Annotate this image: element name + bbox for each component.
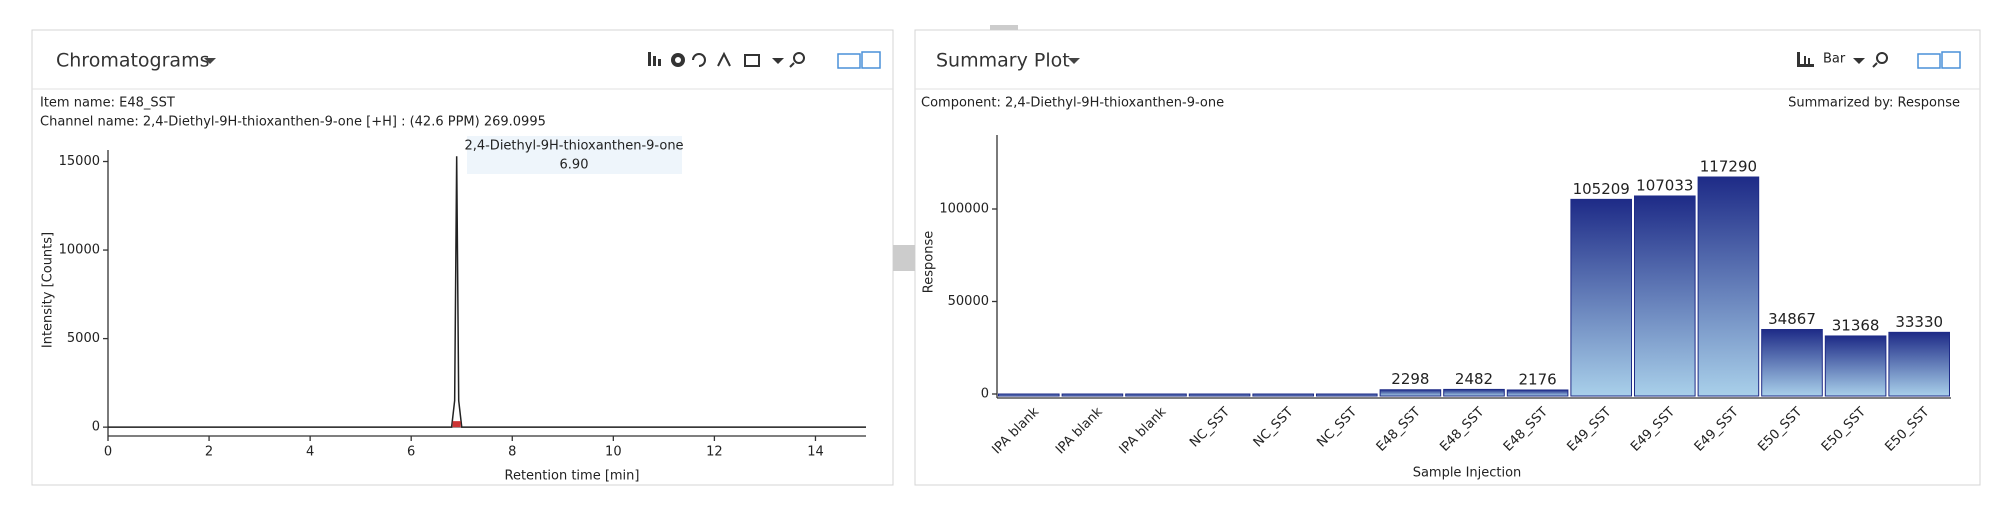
bar [1125,393,1187,397]
bar [1824,335,1887,397]
bar [1443,388,1505,397]
x-axis-label: Sample Injection [1413,466,1522,481]
bar [1761,328,1823,397]
x-tick-label: 10 [605,445,622,460]
value-label: 2482 [1455,370,1493,388]
y-axis-label: Intensity [Counts] [41,232,56,348]
y-tick-label: 0 [92,420,100,435]
annotation-box [467,136,682,174]
dropdown-arrow[interactable] [204,58,216,64]
chart-type-button[interactable]: Bar [1823,52,1846,67]
bar [1379,389,1442,397]
x-tick-label: 12 [706,445,723,460]
bar [1252,393,1315,397]
trace [108,156,866,428]
value-label: 31368 [1832,316,1880,334]
bar [1697,176,1760,397]
bar [1188,393,1251,397]
annotation: 6.90 [560,158,589,173]
value-label: 34867 [1768,310,1816,328]
x-tick-label: 14 [807,445,824,460]
y-tick-label: 15000 [59,154,100,169]
y-tick-label: 5000 [67,331,100,346]
info-line: Component: 2,4-Diethyl-9H-thioxanthen-9-… [921,96,1224,111]
value-label: 33330 [1895,313,1943,331]
info-line: Channel name: 2,4-Diethyl-9H-thioxanthen… [40,115,546,130]
value-label: 2298 [1391,370,1429,388]
bar [1570,198,1633,397]
left-panel [31,29,894,486]
value-label: 105209 [1573,180,1630,198]
panel-title[interactable]: Chromatograms [56,50,209,72]
info-line: Item name: E48_SST [40,96,175,111]
bar [1888,331,1951,397]
bar [1506,389,1569,397]
splitter-top [990,25,1018,30]
bar [998,393,1060,397]
value-label: 2176 [1519,370,1557,388]
value-label: 117290 [1700,158,1757,176]
info-line: Summarized by: Response [1788,96,1960,111]
panel-title[interactable]: Summary Plot [936,50,1070,72]
x-tick-label: 0 [104,445,112,460]
annotation: 2,4-Diethyl-9H-thioxanthen-9-one [464,139,683,154]
value-label: 107033 [1636,176,1693,194]
y-tick-label: 10000 [59,243,100,258]
y-tick-label: 100000 [939,202,989,217]
y-axis-label: Response [922,231,937,293]
x-axis-label: Retention time [min] [505,469,640,484]
right-panel [914,29,1981,486]
bar [1061,393,1124,397]
x-tick-label: 8 [508,445,516,460]
dropdown-arrow[interactable] [1068,58,1080,64]
x-tick-label: 4 [306,445,314,460]
y-tick-label: 50000 [948,294,989,309]
bar [1634,195,1696,397]
toolbar[interactable] [648,51,1961,69]
splitter-handle[interactable] [893,245,915,271]
y-tick-label: 0 [981,387,989,402]
peak-marker [452,421,461,428]
x-tick-label: 6 [407,445,415,460]
bar [1316,393,1378,397]
x-tick-label: 2 [205,445,213,460]
